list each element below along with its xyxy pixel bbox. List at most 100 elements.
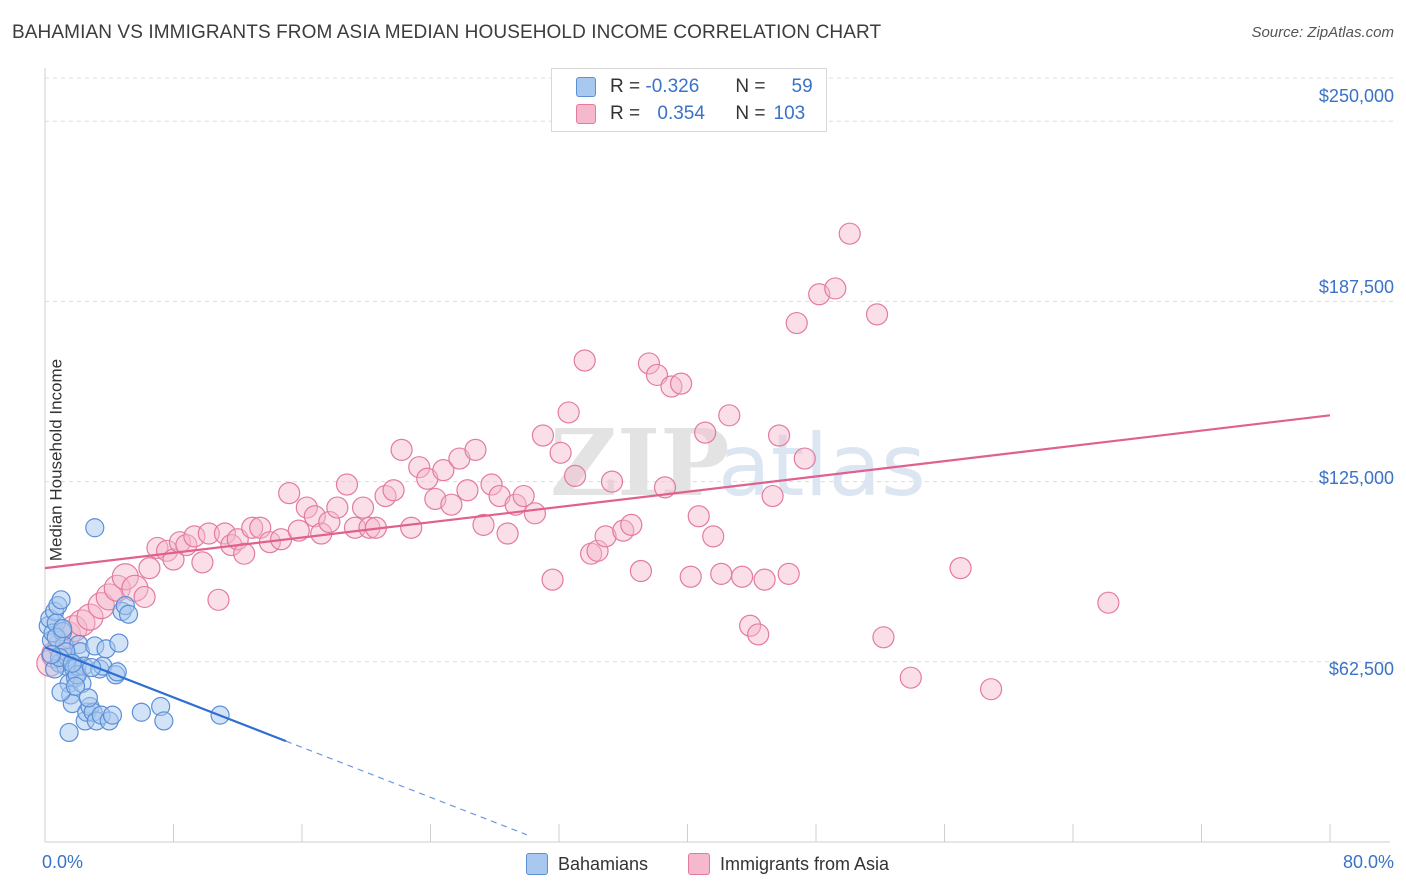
blue-point [85,518,105,538]
blue-point [102,705,123,725]
bottom-legend-immigrants-from-asia: Immigrants from Asia [688,852,889,876]
pink-point [739,614,762,637]
pink-point [464,438,487,462]
pink-point [669,372,693,395]
pink-point [512,484,535,508]
y-tick-label-250000: $250,000 [1318,86,1394,106]
legend-row-immigrants-from-asia: R = 0.354 N = 103 [576,101,805,127]
pink-point [620,513,643,536]
pink-point [408,456,431,479]
legend-n-value: 59 [791,76,813,97]
pink-point [865,303,889,326]
bottom-legend-label: Immigrants from Asia [720,853,890,874]
y-tick-label-125000: $125,000 [1318,468,1394,488]
pink-point [586,539,609,562]
legend-n-label: N = [735,103,766,124]
blue-point [154,711,174,731]
pink-point [138,557,161,580]
pink-point [899,666,922,689]
pink-point [563,464,587,487]
legend-row-bahamians: R = -0.326 N = 59 [576,74,813,100]
pink-point [278,482,301,505]
x-tick-label-left: 0.0% [42,852,84,872]
legend-r-label: R = [610,76,641,97]
blue-point [131,702,151,722]
pink-point [637,352,661,375]
series-immigrants-from-asia [36,222,1120,701]
trend-lines [44,414,1331,836]
bottom-legend-bahamians: Bahamians [526,852,648,876]
pink-swatch [688,853,710,875]
y-tick-label-187500: $187,500 [1318,277,1394,297]
trend-line-bahamians-extension [285,740,528,836]
pink-point [504,493,527,516]
pink-point [594,525,617,548]
pink-point [303,505,326,528]
pink-point [793,447,816,470]
blue-point [51,590,71,610]
pink-point [480,473,503,496]
pink-point [233,542,256,565]
legend-r-label: R = [610,103,641,124]
pink-point [694,421,717,444]
x-tick-label-right: 80.0% [1342,852,1394,872]
pink-point [390,438,413,462]
series-bahamians [38,518,230,743]
blue-swatch [576,77,596,97]
pink-point [432,458,455,482]
pink-point [702,525,725,548]
blue-point [78,688,98,708]
pink-point [531,424,555,447]
legend-r-value: -0.326 [645,76,700,97]
pink-point [718,404,741,427]
pink-point [679,565,702,588]
pink-point [523,502,547,525]
pink-point [111,563,139,591]
pink-point [824,277,847,300]
pink-point [872,626,895,649]
legend-r-value: 0.354 [657,103,705,124]
blue-point [65,676,86,696]
pink-point [949,557,972,580]
pink-point [496,522,519,545]
source-label: Source: ZipAtlas.com [1251,24,1394,41]
blue-point [118,604,139,624]
pink-point [440,493,463,516]
pink-point [456,479,479,502]
pink-point [687,505,710,528]
bottom-legend-label: Bahamians [558,853,649,874]
trend-line-immigrants-from-asia [44,414,1331,570]
pink-point [777,562,800,585]
pink-point [87,591,115,620]
legend-n-label: N = [735,76,766,97]
y-tick-label-62500: $62,500 [1328,659,1394,679]
pink-point [241,516,264,539]
pink-point [612,519,635,542]
watermark-atlas: atlas [718,416,926,516]
blue-point [109,633,129,653]
trend-line-bahamians [44,646,287,743]
pink-point [183,525,206,548]
pink-point [207,588,230,611]
pink-point [785,311,808,335]
pink-swatch [576,104,596,124]
pink-point [382,479,405,502]
blue-swatch [526,853,548,875]
pink-point [213,522,236,545]
pink-point [1097,591,1120,614]
pink-point [318,510,341,534]
pink-point [197,522,220,545]
pink-point [374,484,397,508]
pink-point [753,568,776,591]
pink-point [600,470,624,493]
pink-point [295,496,318,519]
pink-point [557,401,580,424]
pink-point [76,603,104,631]
pink-point [653,476,677,499]
chart-title: BAHAMIAN VS IMMIGRANTS FROM ASIA MEDIAN … [12,22,882,43]
pink-point [133,585,156,609]
pink-point [645,363,669,387]
blue-point [59,722,79,743]
